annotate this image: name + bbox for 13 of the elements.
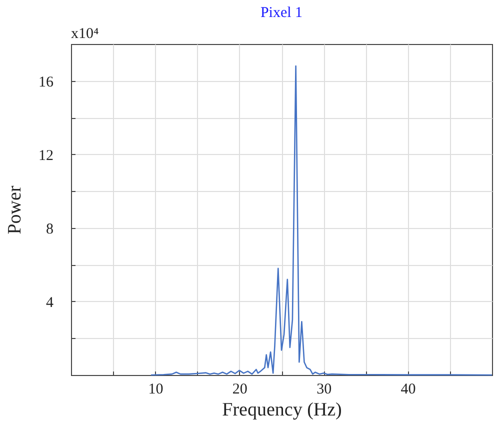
y-axis-title: Power: [4, 185, 26, 234]
x-tick-label: 20: [232, 382, 248, 398]
x-axis-title: Frequency (Hz): [222, 400, 342, 420]
y-tick-label: 12: [38, 148, 54, 164]
y-tick-label: 8: [46, 221, 54, 238]
x-tick-label: 30: [316, 382, 332, 398]
chart-title: Pixel 1: [260, 5, 303, 21]
x-tick-label: 40: [400, 382, 416, 398]
x-tick-label: 10: [148, 382, 164, 398]
y-tick-label: 16: [38, 74, 54, 90]
text: x10⁴: [71, 26, 99, 42]
line-series: [150, 65, 493, 376]
y-tick-label: 4: [46, 294, 54, 311]
